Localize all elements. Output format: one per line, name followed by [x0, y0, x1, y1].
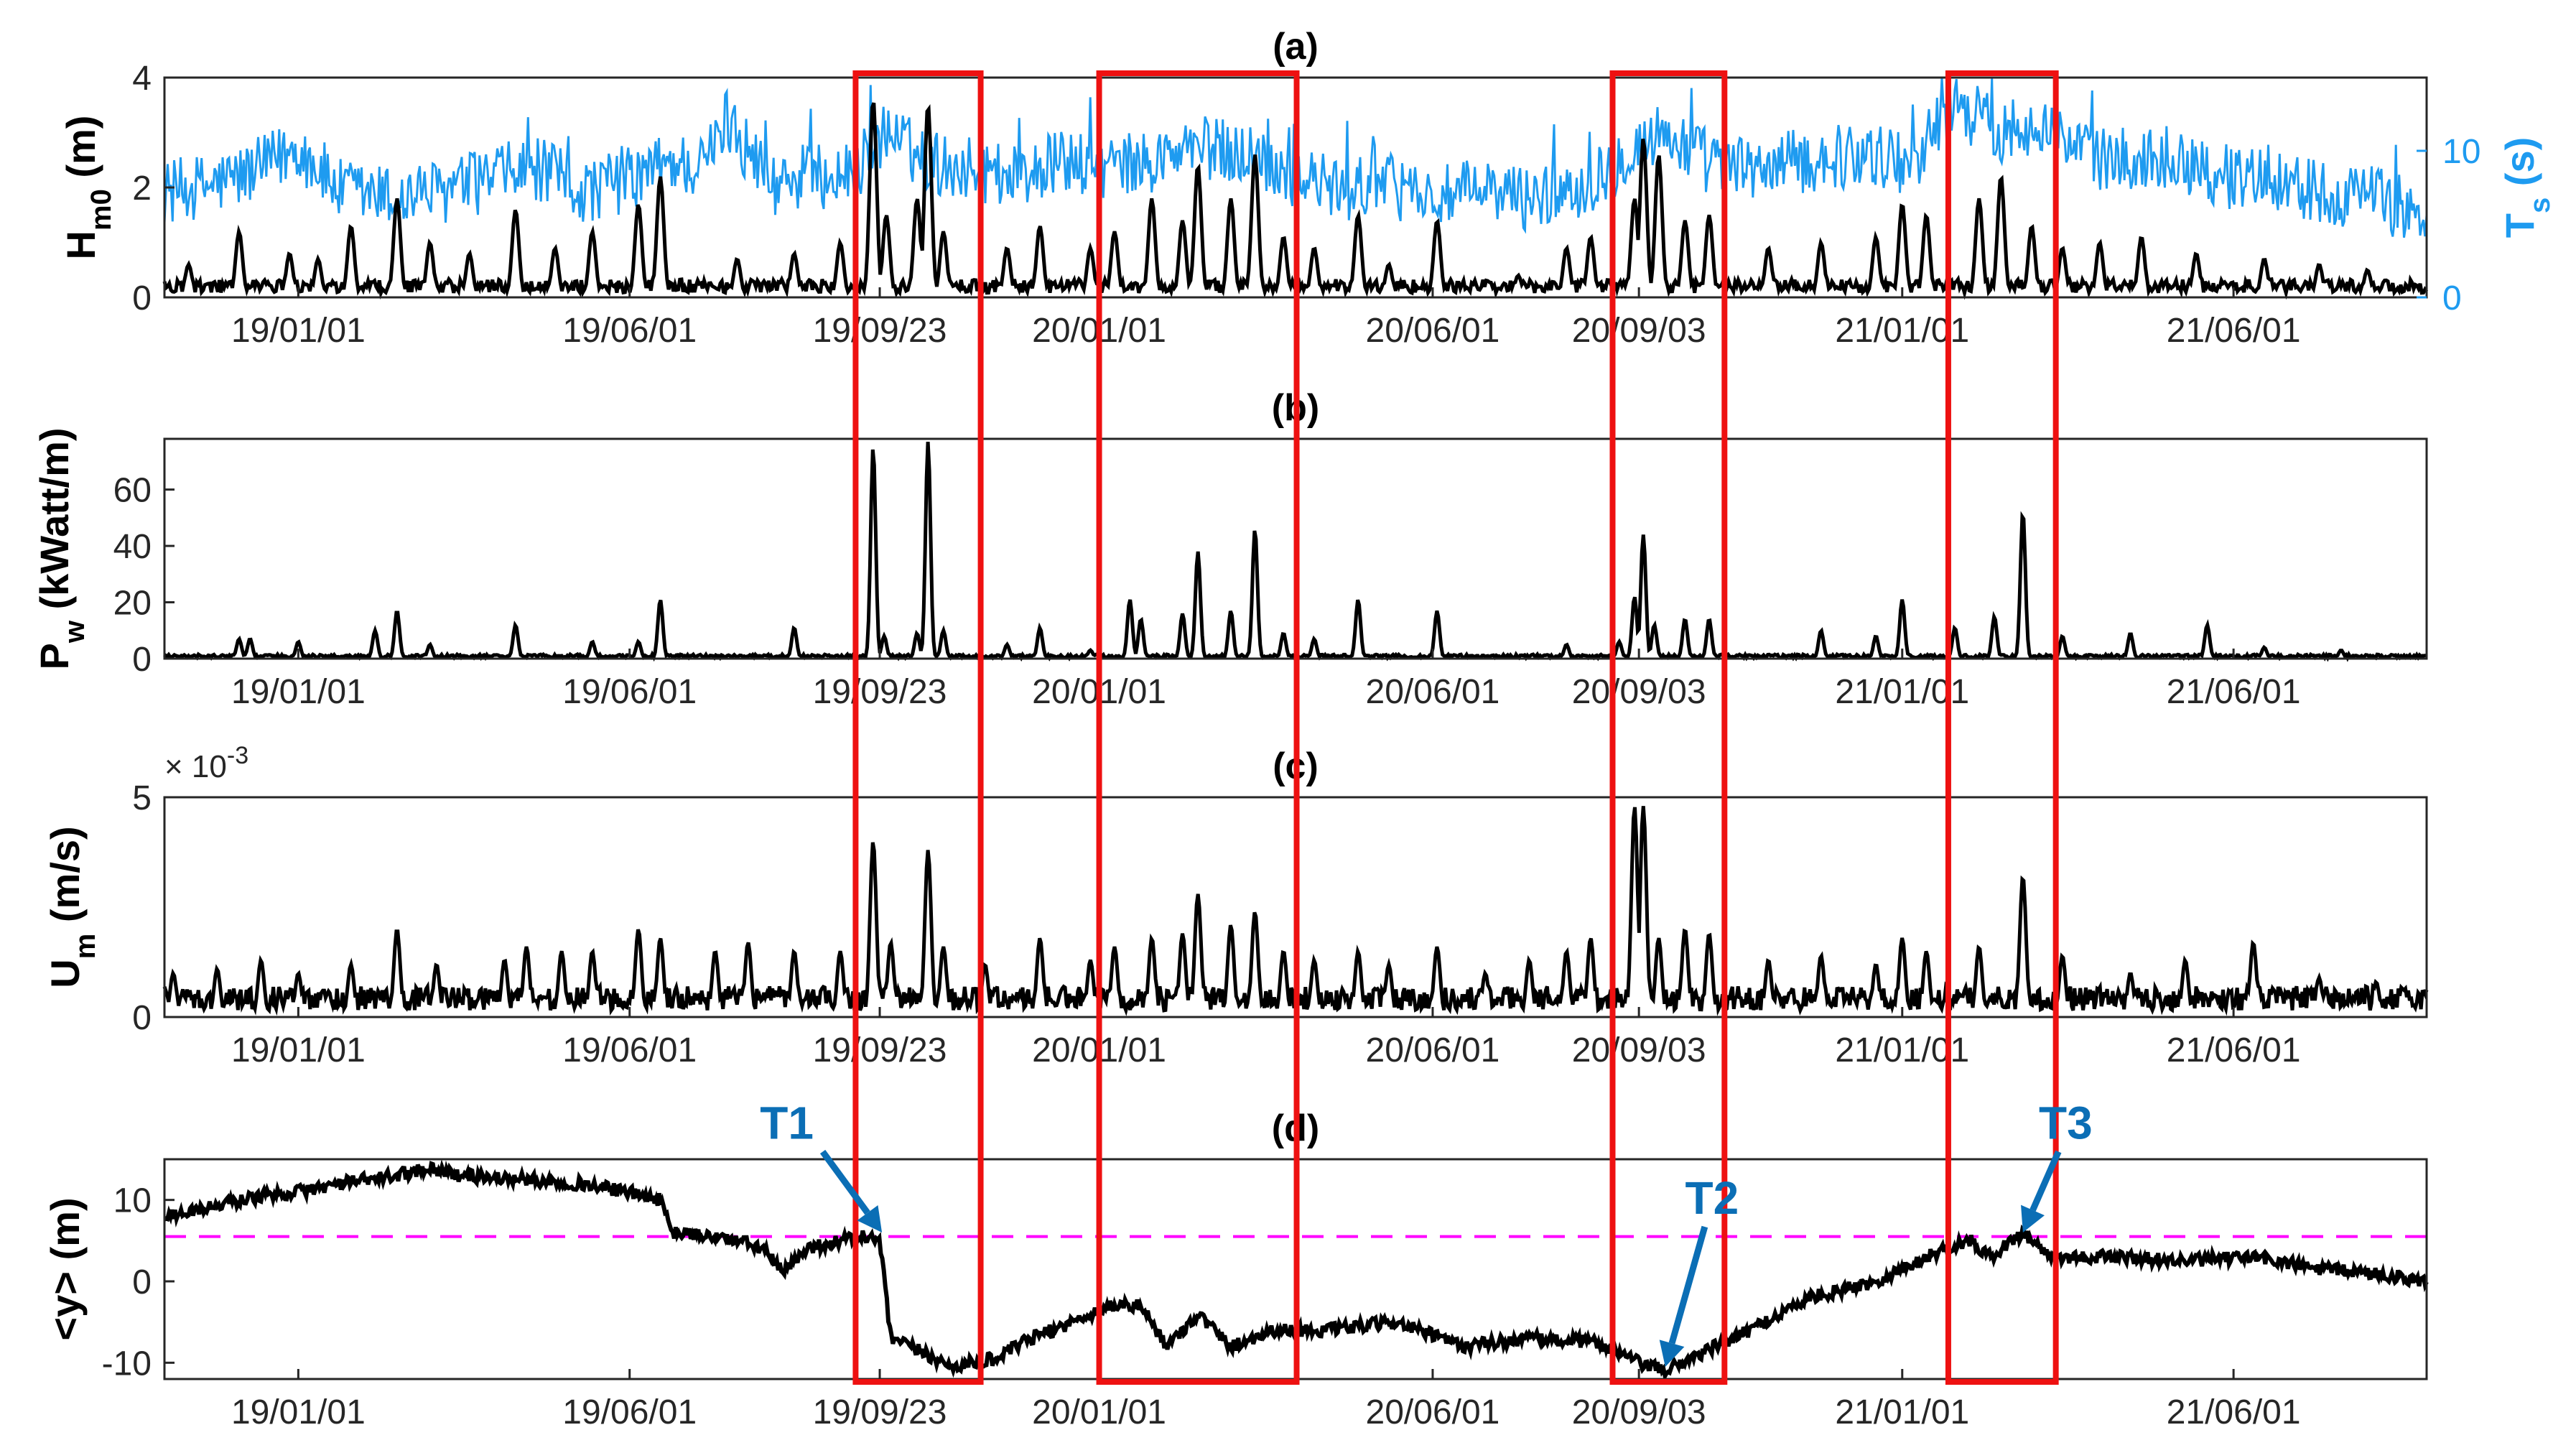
highlight-box	[1609, 70, 1728, 1385]
x-tick-label: 20/01/01	[1032, 1393, 1166, 1431]
x-tick-label: 19/06/01	[562, 1393, 697, 1431]
panel-a-y-axis-title: Hm0 (m)	[58, 116, 117, 260]
y-tick-label: -10	[102, 1345, 152, 1383]
y-tick-label: 2	[132, 170, 152, 208]
panel-c-y-axis: 05	[132, 779, 175, 1037]
panel-d-y-axis: -10 0 10	[102, 1182, 175, 1383]
x-tick-label: 19/09/23	[813, 1393, 947, 1431]
y-tick-label: 4	[132, 60, 152, 98]
y-tick-label: 0	[2442, 279, 2462, 317]
transition-label: T1	[760, 1097, 814, 1149]
x-tick-label: 20/09/03	[1572, 1031, 1706, 1069]
x-tick-label: 19/06/01	[562, 1031, 697, 1069]
x-tick-label: 20/06/01	[1366, 312, 1500, 350]
y-tick-label: 40	[113, 528, 152, 566]
x-tick-label: 21/06/01	[2167, 673, 2301, 711]
transition-arrow-head	[857, 1204, 883, 1233]
x-tick-label: 21/06/01	[2167, 1393, 2301, 1431]
transition-markers: T1 T2 T3	[760, 1097, 2093, 1367]
x-tick-label: 19/09/23	[813, 312, 947, 350]
panel-c-y-exponent: × 10-3	[164, 742, 248, 784]
highlight-boxes	[852, 70, 2059, 1385]
highlight-box	[1945, 70, 2059, 1385]
y-tick-label: 60	[113, 472, 152, 510]
x-tick-label: 20/09/03	[1572, 312, 1706, 350]
y-tick-label: 5	[132, 779, 152, 817]
x-tick-label: 19/09/23	[813, 1031, 947, 1069]
panel-a-right-y-axis: 0 10	[2417, 133, 2480, 317]
transition-label: T3	[2039, 1097, 2093, 1149]
x-tick-label: 21/06/01	[2167, 312, 2301, 350]
y-tick-label: 10	[2442, 133, 2480, 171]
y-tick-label: 0	[132, 279, 152, 317]
x-tick-label: 19/06/01	[562, 312, 697, 350]
panel-b-y-axis-title: Pw (kWatt/m)	[32, 427, 90, 669]
x-tick-label: 19/01/01	[231, 673, 366, 711]
transition-arrow-head	[1659, 1340, 1685, 1367]
panel-c-x-axis: 19/01/01 19/06/01 19/09/23 20/01/01 20/06/01…	[231, 1007, 2301, 1069]
x-tick-label: 20/06/01	[1366, 673, 1500, 711]
y-tick-label: 10	[113, 1182, 152, 1220]
panel-a-label: (a)	[1273, 26, 1319, 68]
x-tick-label: 19/01/01	[231, 1031, 366, 1069]
y-tick-label: 0	[132, 999, 152, 1037]
panel-b-y-axis: 0 20 40 60	[113, 472, 175, 679]
highlight-box	[852, 70, 984, 1385]
x-tick-label: 20/09/03	[1572, 673, 1706, 711]
y-tick-label: 0	[132, 641, 152, 679]
panel-c-y-axis-title: Um (m/s)	[42, 826, 101, 988]
x-tick-label: 19/09/23	[813, 673, 947, 711]
x-tick-label: 20/06/01	[1366, 1393, 1500, 1431]
panel-d-x-axis: 19/01/01 19/06/01 19/09/23 20/01/01 20/06/01…	[231, 1369, 2301, 1431]
transition-arrow-shaft	[2029, 1150, 2062, 1212]
y-tick-label: 0	[132, 1263, 152, 1301]
transition-arrow-head	[2021, 1204, 2045, 1233]
x-tick-label: 21/01/01	[1835, 1393, 1969, 1431]
x-tick-label: 19/01/01	[231, 312, 366, 350]
y-tick-label: 20	[113, 585, 152, 623]
transition-arrow-shaft	[1668, 1225, 1708, 1345]
x-tick-label: 20/09/03	[1572, 1393, 1706, 1431]
transition-label: T2	[1685, 1172, 1739, 1224]
panel-b-x-axis: 19/01/01 19/06/01 19/09/23 20/01/01 20/06/01…	[231, 649, 2301, 711]
panel-a-y-axis: 0 2 4	[132, 60, 175, 317]
x-tick-label: 19/01/01	[231, 1393, 366, 1431]
x-tick-label: 21/06/01	[2167, 1031, 2301, 1069]
x-tick-label: 20/06/01	[1366, 1031, 1500, 1069]
x-tick-label: 19/06/01	[562, 673, 697, 711]
panel-d-y-axis-title: <y> (m)	[42, 1197, 88, 1340]
panel-a-right-axis-title: Ts (s)	[2497, 137, 2556, 238]
highlight-box	[1096, 70, 1300, 1385]
transition-arrow-shaft	[819, 1149, 870, 1215]
